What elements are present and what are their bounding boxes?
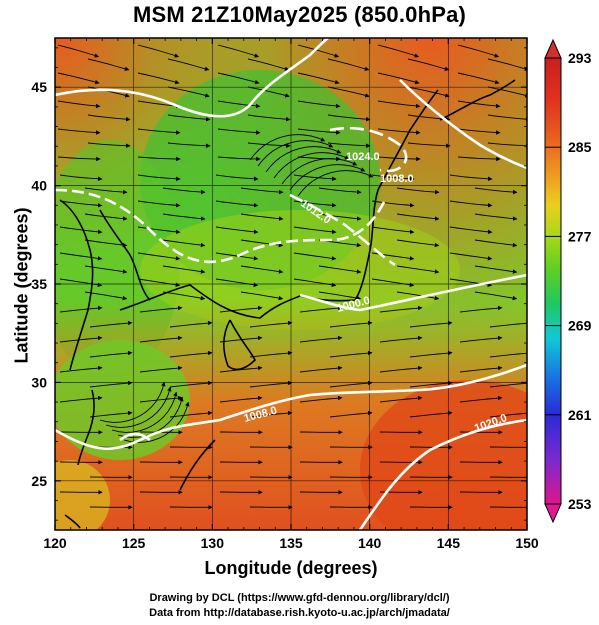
y-tick-label: 45 xyxy=(31,79,47,95)
y-tick-label: 35 xyxy=(31,276,47,292)
x-tick-label: 145 xyxy=(437,535,461,551)
x-tick-label: 140 xyxy=(358,535,382,551)
credit-line-1: Drawing by DCL (https://www.gfd-dennou.o… xyxy=(149,592,450,604)
map-title: MSM 21Z10May2025 (850.0hPa) xyxy=(132,2,467,27)
contour-label: 1008.0 xyxy=(380,173,414,185)
y-tick-label: 30 xyxy=(31,374,47,390)
x-axis-label: Longitude (degrees) xyxy=(204,558,378,578)
colorbar-label: 253 xyxy=(568,496,592,512)
isobar-contours xyxy=(55,38,527,530)
colorbar: 293 285 277 269 261 253 xyxy=(544,38,592,524)
coastlines xyxy=(59,79,516,529)
colorbar-min-arrow xyxy=(544,503,562,524)
contour-label: 1024.0 xyxy=(346,151,380,163)
x-tick-label: 130 xyxy=(201,535,225,551)
x-tick-label: 125 xyxy=(122,535,146,551)
colorbar-max-arrow xyxy=(544,38,562,59)
x-tick-label: 150 xyxy=(515,535,539,551)
credit-line-2: Data from http://database.rish.kyoto-u.a… xyxy=(149,607,450,619)
colorbar-label: 269 xyxy=(568,318,592,334)
colorbar-label: 277 xyxy=(568,228,592,244)
y-tick-label: 40 xyxy=(31,178,47,194)
y-tick-label: 25 xyxy=(31,473,47,489)
colorbar-label: 261 xyxy=(568,407,592,423)
x-tick-label: 135 xyxy=(279,535,303,551)
colorbar-label: 293 xyxy=(568,50,592,66)
colorbar-label: 285 xyxy=(568,139,592,155)
x-tick-label: 120 xyxy=(43,535,67,551)
y-axis-label: Latitude (degrees) xyxy=(11,207,32,364)
